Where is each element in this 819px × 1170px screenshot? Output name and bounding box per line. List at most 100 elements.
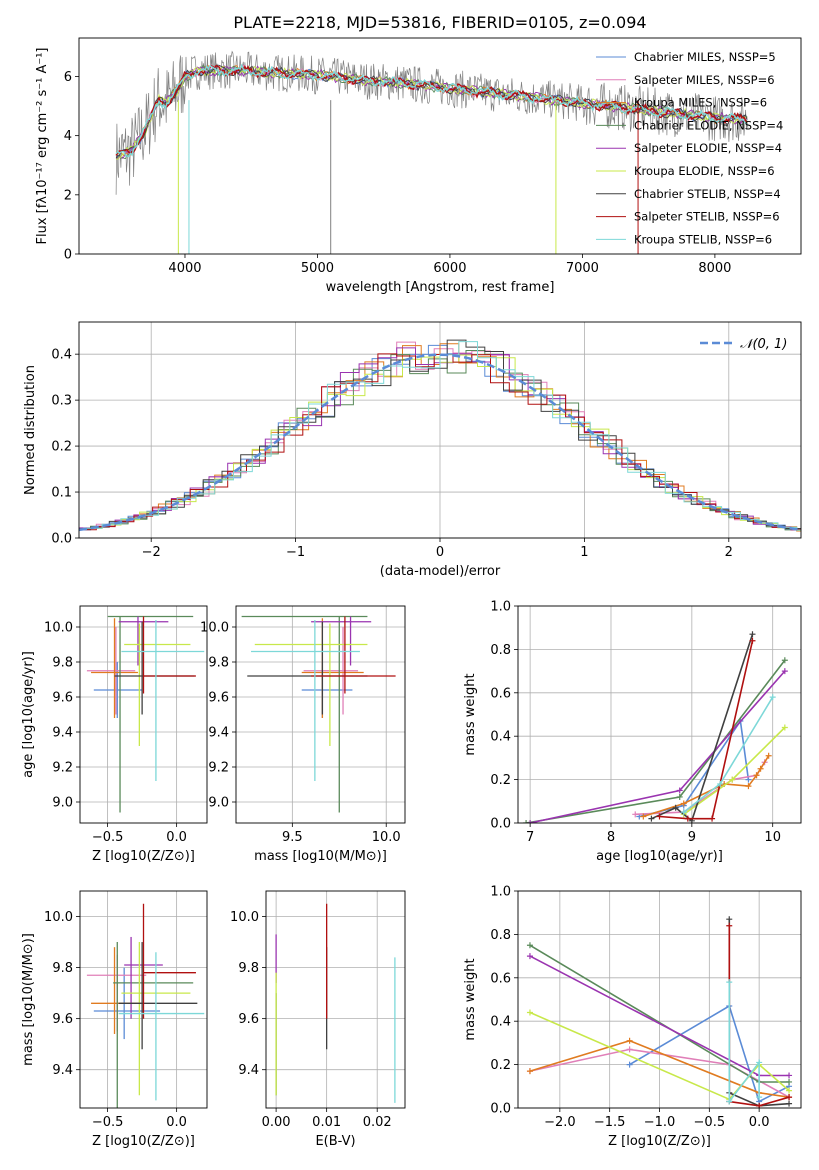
y-tick-label: 9.8 bbox=[208, 656, 229, 671]
x-tick-label: 10 bbox=[764, 830, 781, 845]
y-tick-label: 9.4 bbox=[208, 726, 229, 741]
weight-marker bbox=[717, 780, 724, 787]
x-tick-label: 6000 bbox=[433, 261, 466, 276]
weight-marker bbox=[726, 916, 733, 923]
errorbar-salpeter_stelib bbox=[142, 616, 196, 694]
y-tick-label: 6 bbox=[64, 70, 72, 85]
plot-area bbox=[526, 916, 793, 1108]
y-tick-label: 10.0 bbox=[44, 910, 73, 925]
errorbar-kroupa_miles bbox=[91, 618, 138, 718]
errorbar-chabrier_elodie bbox=[107, 615, 194, 813]
y-tick-label: 0.1 bbox=[51, 486, 72, 501]
weight-marker bbox=[680, 809, 687, 816]
x-tick-label: 7000 bbox=[566, 261, 599, 276]
y-axis-label: Normed distribution bbox=[23, 365, 38, 495]
weight-marker bbox=[526, 942, 533, 949]
x-tick-label: 0.00 bbox=[262, 1115, 291, 1130]
x-axis-label: age [log10(age/yr)] bbox=[596, 849, 723, 864]
axes-residual-histogram: −2 −1 0 1 2 0.0 0.1 0.2 0.3 0.4 (data-model)/error… bbox=[23, 321, 802, 579]
weight-marker bbox=[626, 1061, 633, 1068]
weight-marker bbox=[765, 752, 772, 759]
y-tick-label: 9.8 bbox=[52, 656, 73, 671]
weight-marker bbox=[526, 953, 533, 960]
weight-marker bbox=[726, 922, 733, 929]
plot-area bbox=[86, 903, 205, 1108]
y-tick-label: 9.6 bbox=[208, 691, 229, 706]
weight-marker bbox=[648, 815, 655, 822]
residual-hist-chabrier_stelib bbox=[79, 339, 801, 530]
x-tick-label: −0.5 bbox=[92, 830, 124, 845]
x-axis-label: E(B-V) bbox=[315, 1134, 355, 1149]
y-tick-label: 9.6 bbox=[52, 691, 73, 706]
y-tick-label: 0.3 bbox=[51, 394, 72, 409]
y-tick-label: 9.6 bbox=[52, 1012, 73, 1027]
axes-spectrum: 4000 5000 6000 7000 8000 0 2 4 6 wavelength [Angs… bbox=[35, 37, 802, 295]
y-tick-label: 2 bbox=[64, 188, 72, 203]
weight-marker bbox=[786, 1087, 793, 1094]
weight-line-kroupa_miles bbox=[529, 1039, 790, 1098]
x-tick-label: 4000 bbox=[168, 261, 201, 276]
weight-marker bbox=[786, 1094, 793, 1101]
histogram-legend: 𝒩(0, 1) bbox=[700, 337, 787, 352]
errorbar-kroupa_miles bbox=[301, 618, 364, 718]
plot-area bbox=[79, 339, 801, 532]
legend-entry: 𝒩(0, 1) bbox=[740, 337, 787, 352]
weight-marker bbox=[749, 631, 756, 638]
y-tick-label: 0.8 bbox=[490, 643, 511, 658]
residual-hist-kroupa_stelib bbox=[83, 341, 801, 531]
x-tick-label: −2.0 bbox=[544, 1115, 576, 1130]
x-tick-label: −2 bbox=[142, 545, 161, 560]
plot-area bbox=[115, 50, 749, 254]
y-tick-label: 9.4 bbox=[238, 1063, 259, 1078]
weight-marker bbox=[626, 1046, 633, 1053]
y-tick-label: 9.0 bbox=[52, 796, 73, 811]
axes-frame bbox=[79, 605, 208, 824]
y-tick-label: 10.0 bbox=[230, 910, 259, 925]
x-axis-label: Z [log10(Z/Z⊙)] bbox=[608, 1134, 711, 1149]
weight-marker bbox=[672, 804, 679, 811]
legend-entry: Kroupa STELIB, NSSP=6 bbox=[634, 232, 772, 246]
plot-area bbox=[86, 615, 205, 813]
x-tick-label: 0 bbox=[436, 545, 444, 560]
weight-marker bbox=[632, 811, 639, 818]
weight-marker bbox=[781, 668, 788, 675]
errorbar-salpeter_stelib bbox=[311, 616, 396, 694]
y-axis-label: age [log10(age/yr)] bbox=[21, 651, 36, 778]
x-tick-label: 9.5 bbox=[282, 830, 303, 845]
weight-marker bbox=[656, 813, 663, 820]
legend-entry: Chabrier MILES, NSSP=5 bbox=[634, 50, 776, 64]
y-axis-label: mass weight bbox=[463, 958, 478, 1040]
legend-entry: Kroupa ELODIE, NSSP=6 bbox=[634, 164, 775, 178]
legend-entry: Chabrier ELODIE, NSSP=4 bbox=[634, 118, 783, 132]
spectrum-legend: Chabrier MILES, NSSP=5 Salpeter MILES, NS… bbox=[596, 50, 783, 246]
errorbar-salpeter_stelib bbox=[142, 903, 196, 1019]
y-tick-label: 0.4 bbox=[490, 730, 511, 745]
residual-hist-chabrier_miles bbox=[79, 344, 801, 531]
axes-frame bbox=[79, 890, 208, 1109]
errorbar-kroupa_stelib bbox=[251, 620, 360, 781]
x-tick-label: 0.0 bbox=[166, 1115, 187, 1130]
y-axis-label: Flux [fλ10⁻¹⁷ erg cm⁻² s⁻¹ A⁻¹] bbox=[35, 48, 50, 245]
y-tick-label: 10.0 bbox=[200, 621, 229, 636]
y-tick-label: 0.8 bbox=[490, 928, 511, 943]
weight-marker bbox=[526, 1009, 533, 1016]
y-tick-label: 9.0 bbox=[208, 796, 229, 811]
errorbar-kroupa_miles bbox=[91, 947, 143, 1034]
y-axis-label: mass weight bbox=[463, 673, 478, 755]
plot-area bbox=[523, 631, 788, 823]
x-tick-label: 0.0 bbox=[749, 1115, 770, 1130]
plot-area bbox=[275, 903, 396, 1103]
y-tick-label: 0.6 bbox=[490, 971, 511, 986]
plot-area bbox=[241, 615, 396, 813]
y-tick-label: 0.6 bbox=[490, 686, 511, 701]
x-axis-label: Z [log10(Z/Z⊙)] bbox=[92, 849, 195, 864]
x-axis-label: (data-model)/error bbox=[380, 564, 501, 579]
y-tick-label: 9.8 bbox=[52, 961, 73, 976]
errorbar-chabrier_stelib bbox=[247, 621, 368, 715]
x-tick-label: 5000 bbox=[301, 261, 334, 276]
y-tick-label: 0 bbox=[64, 248, 72, 263]
weight-marker bbox=[786, 1100, 793, 1107]
legend-entry: Chabrier STELIB, NSSP=4 bbox=[634, 187, 781, 201]
x-tick-label: 1 bbox=[580, 545, 588, 560]
legend-entry: Salpeter STELIB, NSSP=6 bbox=[634, 210, 780, 224]
